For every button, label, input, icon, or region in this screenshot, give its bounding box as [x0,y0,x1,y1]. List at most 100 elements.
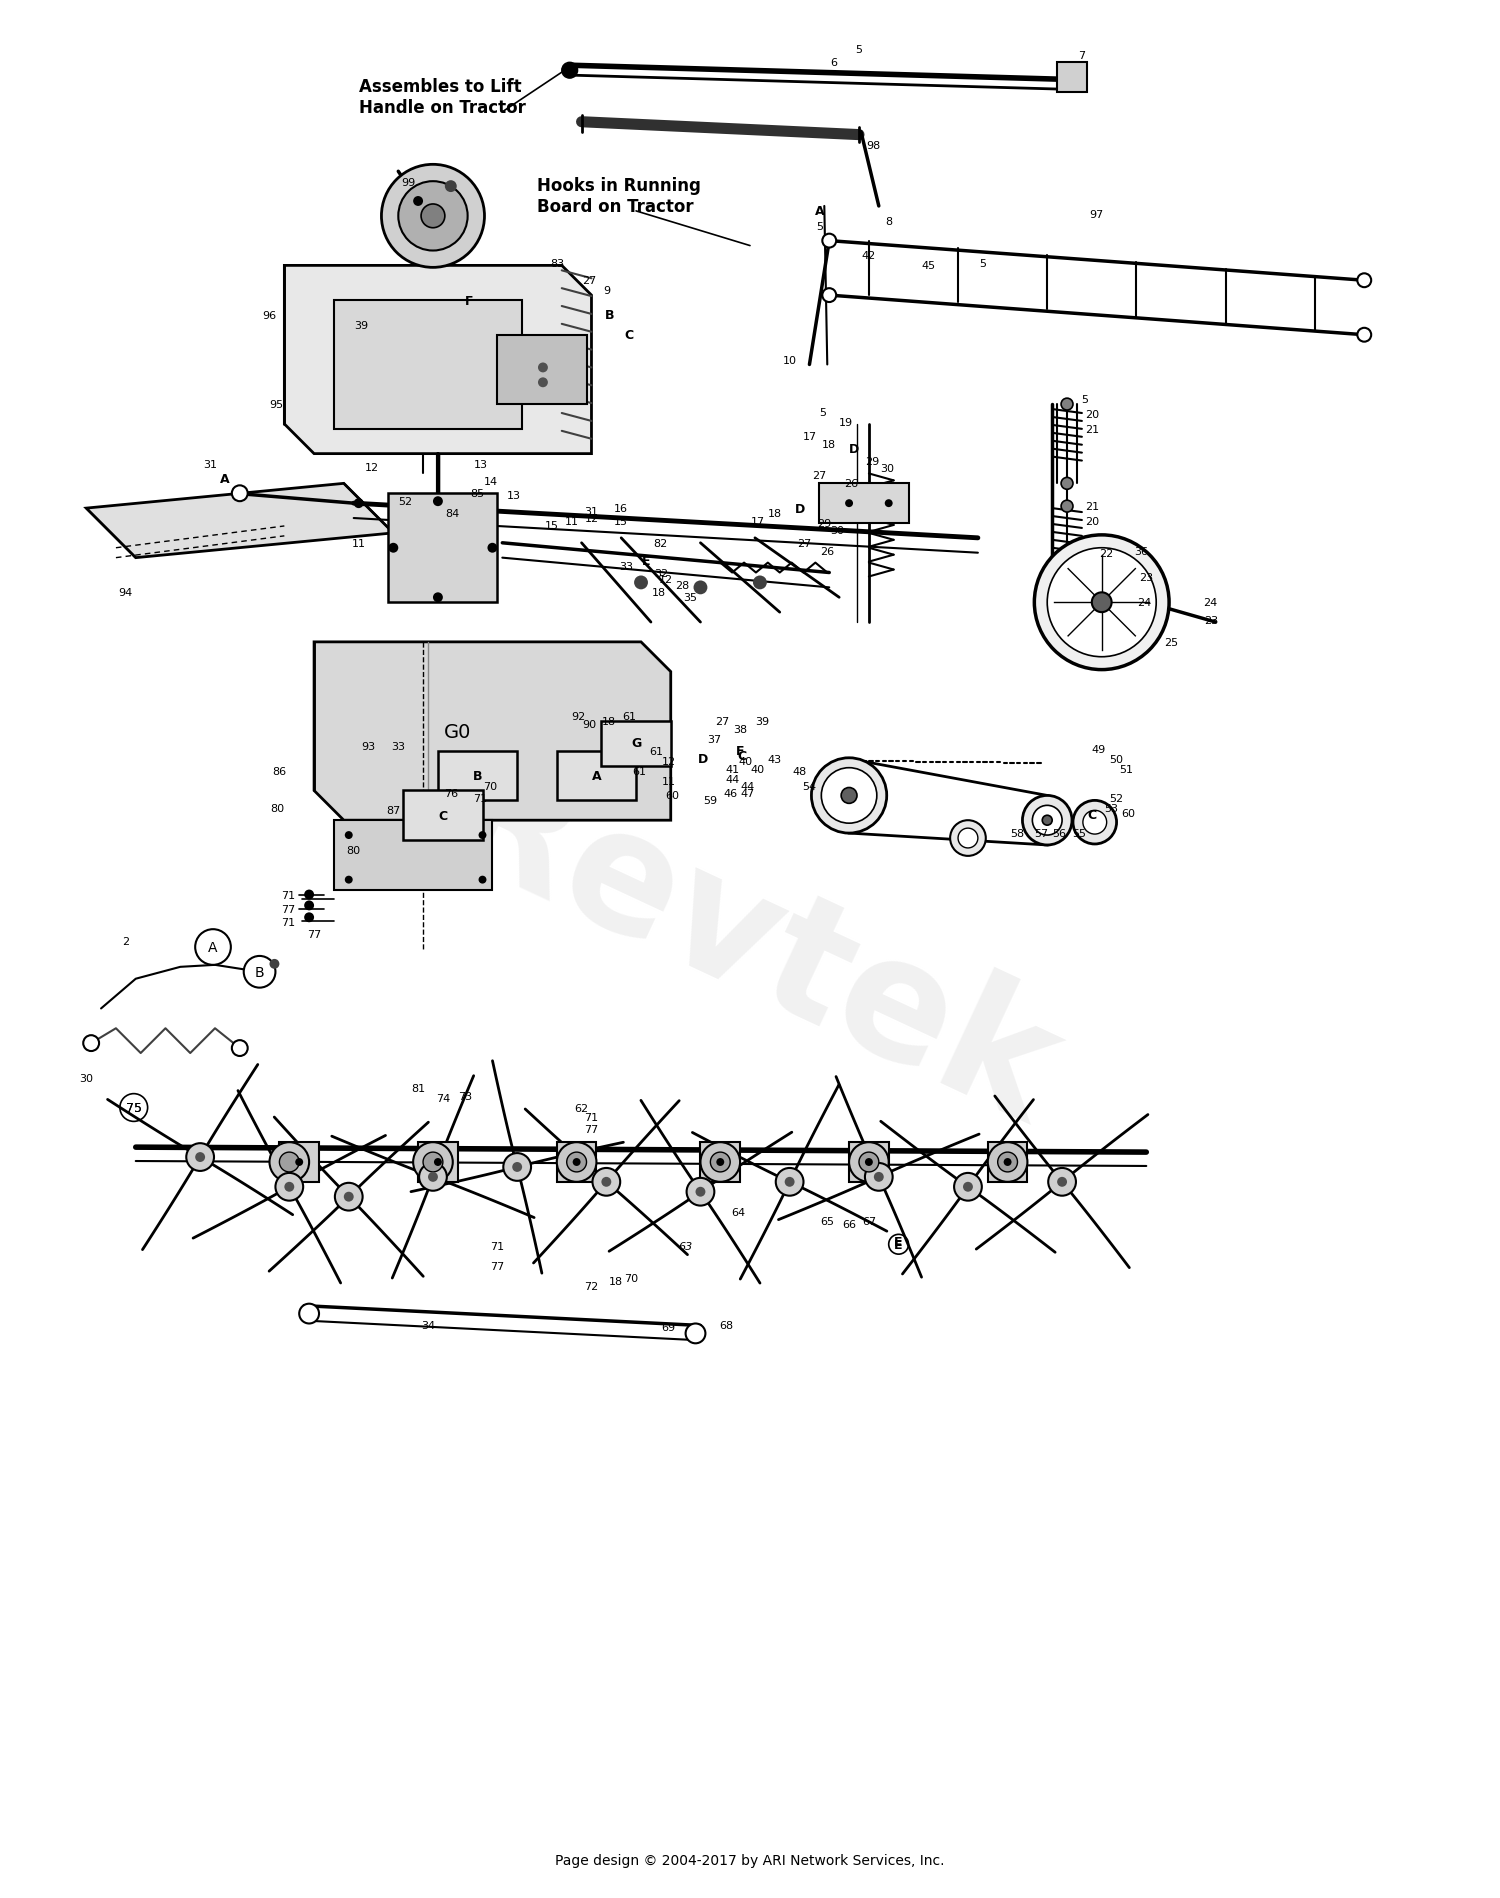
Circle shape [276,1173,303,1201]
Text: 85: 85 [471,490,484,499]
Circle shape [874,1173,884,1182]
Text: 83: 83 [550,260,566,270]
Bar [988,1143,1028,1182]
Circle shape [419,1163,447,1192]
Text: 66: 66 [842,1220,856,1230]
Text: A: A [591,771,602,782]
Text: B: B [472,771,483,782]
Circle shape [634,577,648,590]
Text: C: C [1088,809,1096,822]
Circle shape [195,930,231,966]
Text: 82: 82 [654,539,668,549]
Text: 71: 71 [474,793,488,805]
Bar [700,1143,740,1182]
Text: 62: 62 [574,1103,588,1112]
Circle shape [842,788,856,805]
Circle shape [270,1143,309,1182]
Text: B: B [604,309,613,323]
Text: 12: 12 [364,463,378,473]
Text: 48: 48 [792,767,807,776]
Text: D: D [849,442,859,456]
Bar [819,484,909,524]
Bar [438,752,518,801]
Circle shape [422,205,446,228]
Text: 35: 35 [684,592,698,604]
Circle shape [304,890,313,900]
Text: 24: 24 [1137,598,1152,607]
Text: 86: 86 [273,767,286,776]
Text: E: E [894,1236,903,1249]
Circle shape [538,378,548,387]
Circle shape [186,1144,214,1171]
Polygon shape [285,266,591,454]
Circle shape [784,1177,795,1186]
Text: 52: 52 [398,497,412,507]
Circle shape [304,902,313,911]
Circle shape [963,1182,974,1192]
Circle shape [686,1323,705,1344]
Text: 12: 12 [662,757,676,767]
Text: Revtek: Revtek [420,738,1080,1162]
Text: 77: 77 [308,930,321,940]
Circle shape [296,1158,303,1167]
Circle shape [958,829,978,848]
Text: 71: 71 [282,890,296,900]
Circle shape [388,543,399,554]
Circle shape [954,1173,982,1201]
Text: 28: 28 [675,581,690,590]
Text: 11: 11 [662,776,676,786]
Text: 97: 97 [1089,211,1104,220]
Text: 36: 36 [1134,547,1149,556]
Text: 70: 70 [483,782,498,791]
Text: 31: 31 [585,507,598,516]
Text: 29: 29 [818,518,831,530]
Circle shape [538,363,548,374]
Circle shape [433,1158,442,1167]
Bar [602,721,670,767]
Text: 53: 53 [1104,805,1119,814]
Text: 98: 98 [867,140,880,150]
Circle shape [592,1169,619,1196]
Text: 12: 12 [658,575,674,585]
Circle shape [700,1143,740,1182]
Bar [334,820,492,890]
Text: 5: 5 [855,46,862,55]
Text: 42: 42 [862,251,876,262]
Text: D: D [795,503,804,516]
Text: Page design © 2004-2017 by ARI Network Services, Inc.: Page design © 2004-2017 by ARI Network S… [555,1854,945,1868]
Circle shape [753,577,766,590]
Text: 8: 8 [885,216,892,226]
Circle shape [822,235,836,249]
Text: 44: 44 [724,774,740,784]
Text: 77: 77 [280,905,296,915]
Circle shape [1358,273,1371,288]
Text: 15: 15 [614,516,628,528]
Text: 21: 21 [1084,501,1100,512]
Text: 40: 40 [752,765,765,774]
Text: 18: 18 [603,717,616,727]
Text: 69: 69 [662,1323,676,1332]
Text: 27: 27 [798,539,812,549]
Text: 25: 25 [1164,638,1178,647]
Text: 74: 74 [435,1093,450,1103]
Text: 7: 7 [1078,51,1086,61]
Text: 96: 96 [262,311,276,321]
Text: 39: 39 [754,717,770,727]
Text: 5: 5 [1082,395,1089,404]
Text: 77: 77 [490,1262,504,1272]
Circle shape [573,1158,580,1167]
Bar [388,493,498,604]
Circle shape [399,182,468,251]
Text: 2: 2 [123,936,129,947]
Text: 46: 46 [723,790,736,799]
Text: 92: 92 [572,712,585,721]
Text: 71: 71 [585,1112,598,1124]
Text: 94: 94 [118,588,134,598]
Text: 61: 61 [632,767,646,776]
Circle shape [512,1162,522,1173]
Circle shape [950,820,986,856]
Text: 55: 55 [1072,829,1086,839]
Text: 41: 41 [724,765,740,774]
Circle shape [285,1182,294,1192]
Text: 21: 21 [1084,425,1100,435]
